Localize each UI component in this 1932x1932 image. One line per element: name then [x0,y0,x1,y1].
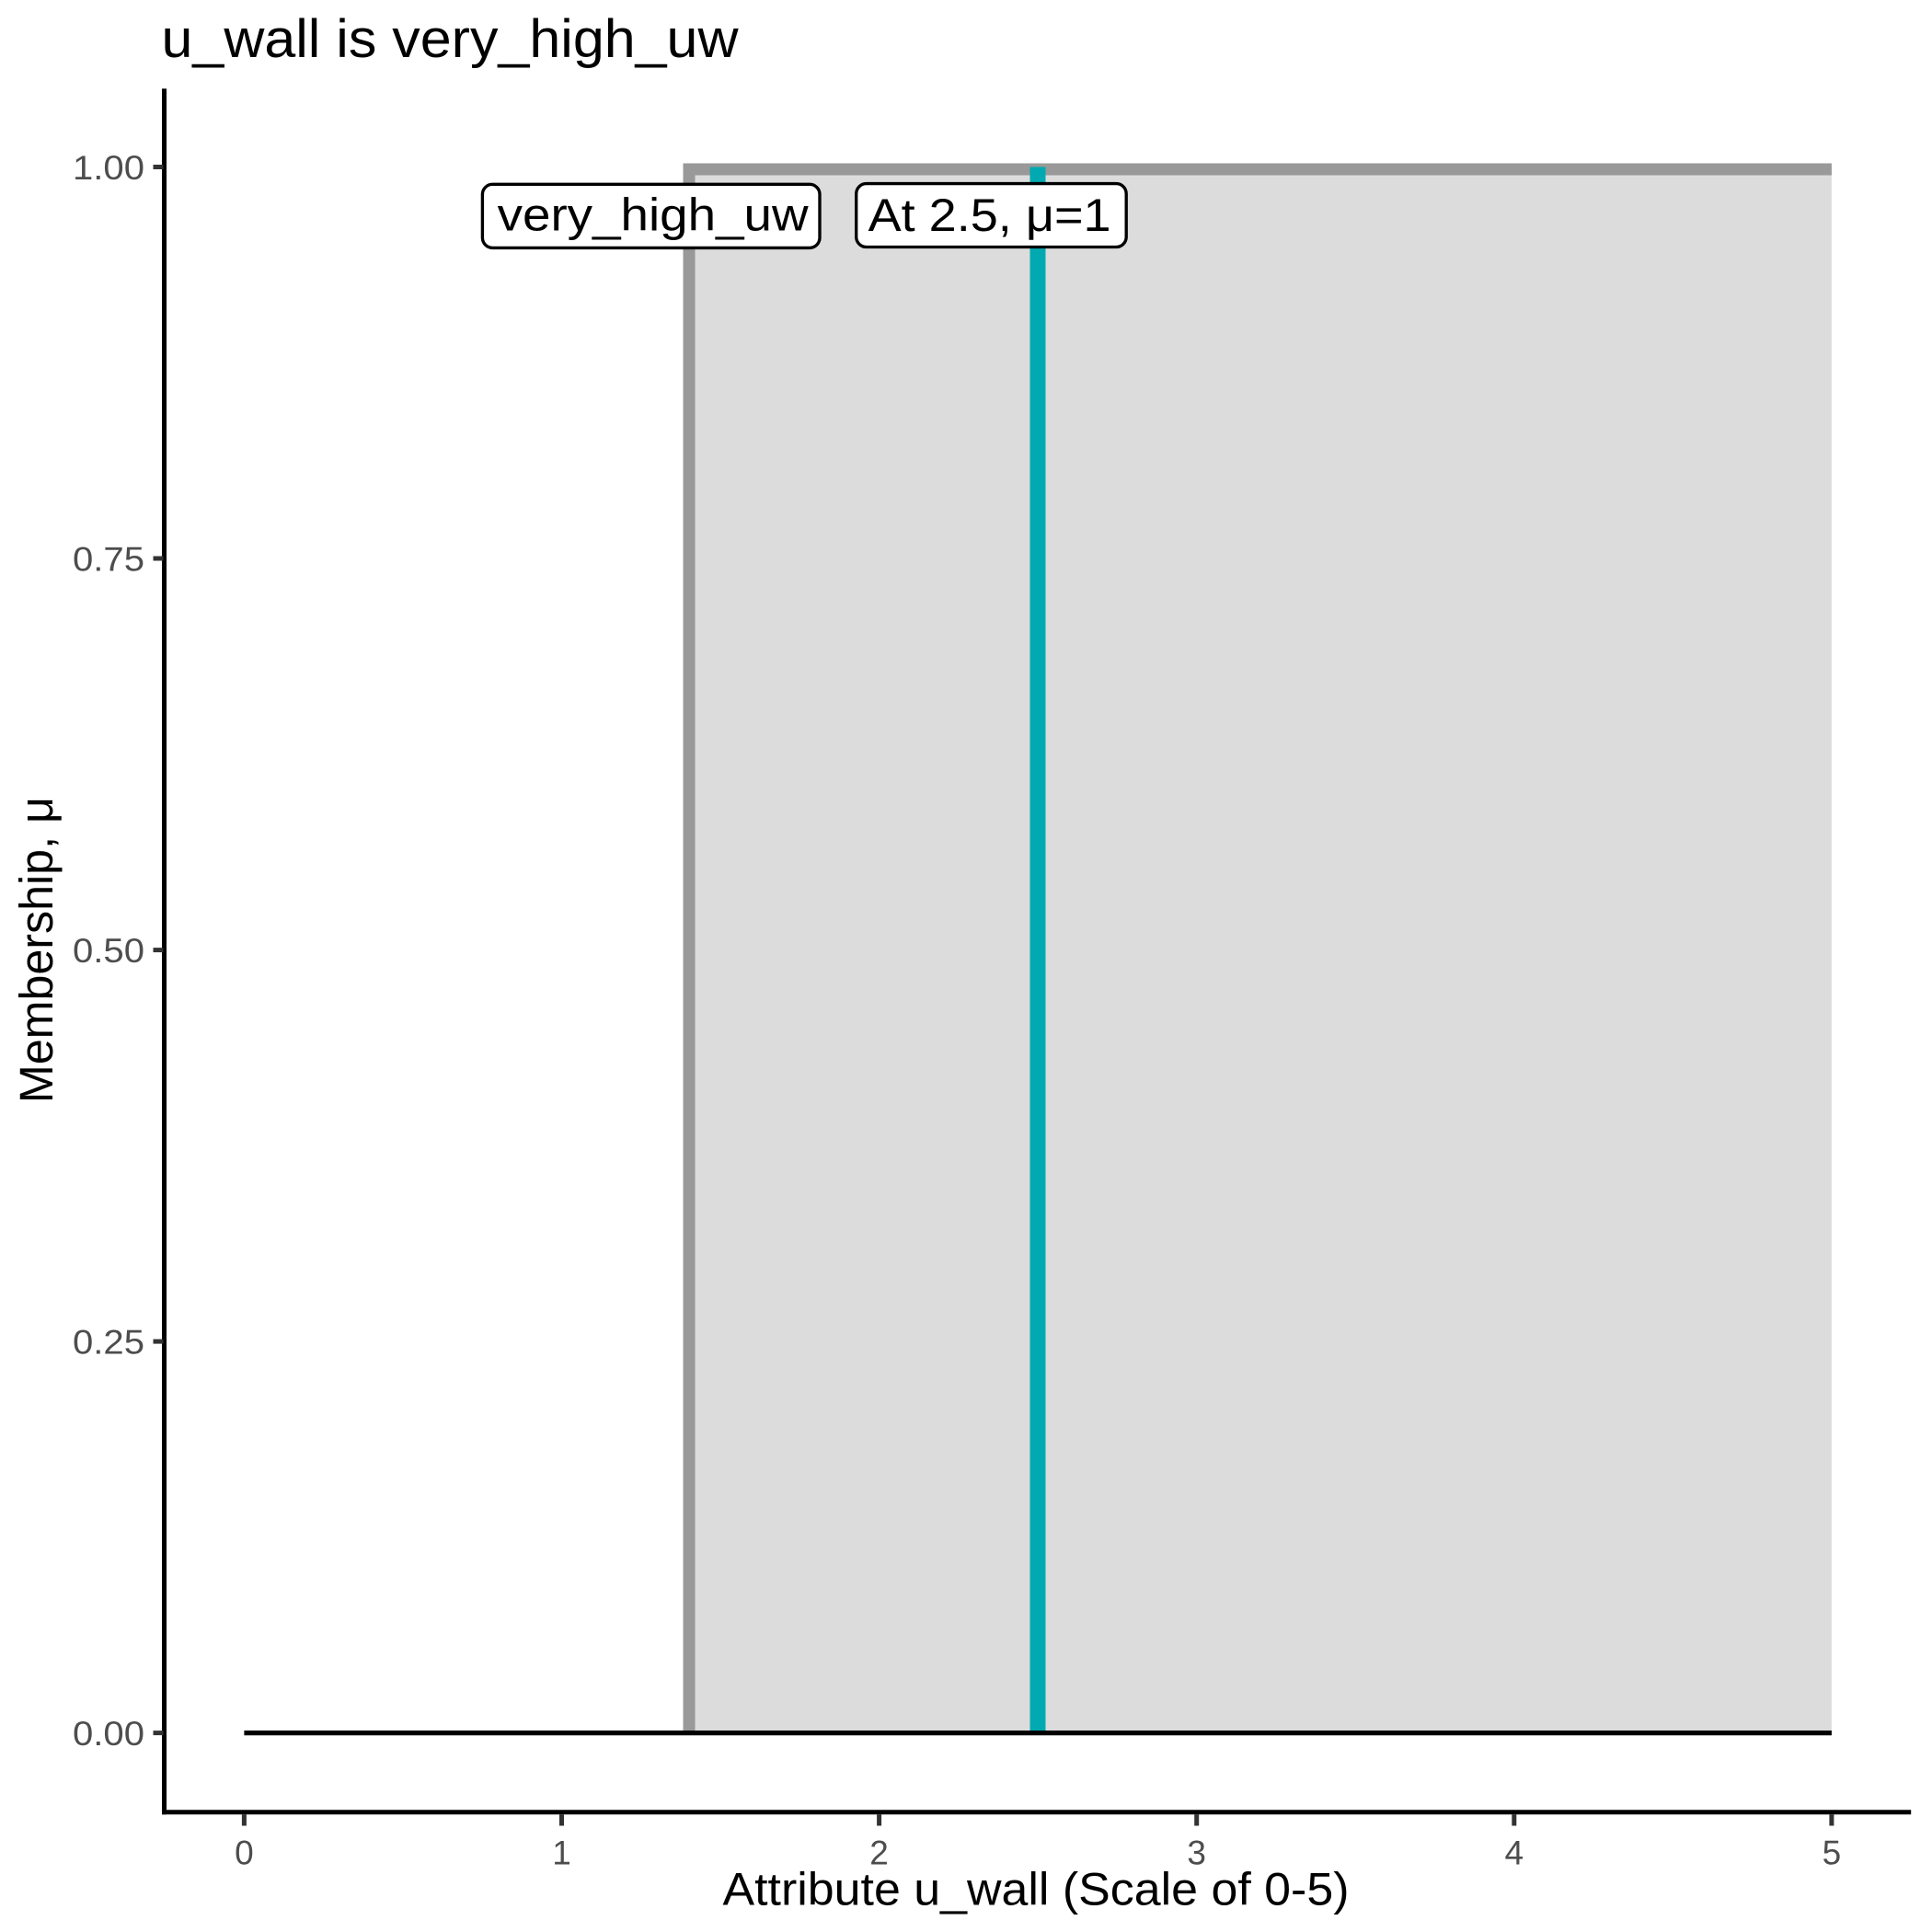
svg-text:1.00: 1.00 [73,149,144,187]
svg-text:5: 5 [1823,1834,1842,1872]
svg-text:3: 3 [1187,1834,1206,1872]
svg-text:Membership, μ: Membership, μ [10,797,63,1103]
svg-text:At 2.5, μ=1: At 2.5, μ=1 [868,190,1111,241]
svg-text:4: 4 [1505,1834,1524,1872]
svg-text:Attribute u_wall (Scale of 0-5: Attribute u_wall (Scale of 0-5) [723,1864,1350,1915]
svg-text:0.25: 0.25 [73,1324,144,1362]
svg-text:0: 0 [235,1834,254,1872]
svg-text:0.75: 0.75 [73,541,144,579]
svg-text:0.00: 0.00 [73,1715,144,1753]
svg-text:2: 2 [869,1834,889,1872]
svg-text:0.50: 0.50 [73,932,144,970]
svg-text:u_wall is very_high_uw: u_wall is very_high_uw [162,9,740,69]
svg-text:very_high_uw: very_high_uw [498,189,810,240]
svg-text:1: 1 [552,1834,571,1872]
